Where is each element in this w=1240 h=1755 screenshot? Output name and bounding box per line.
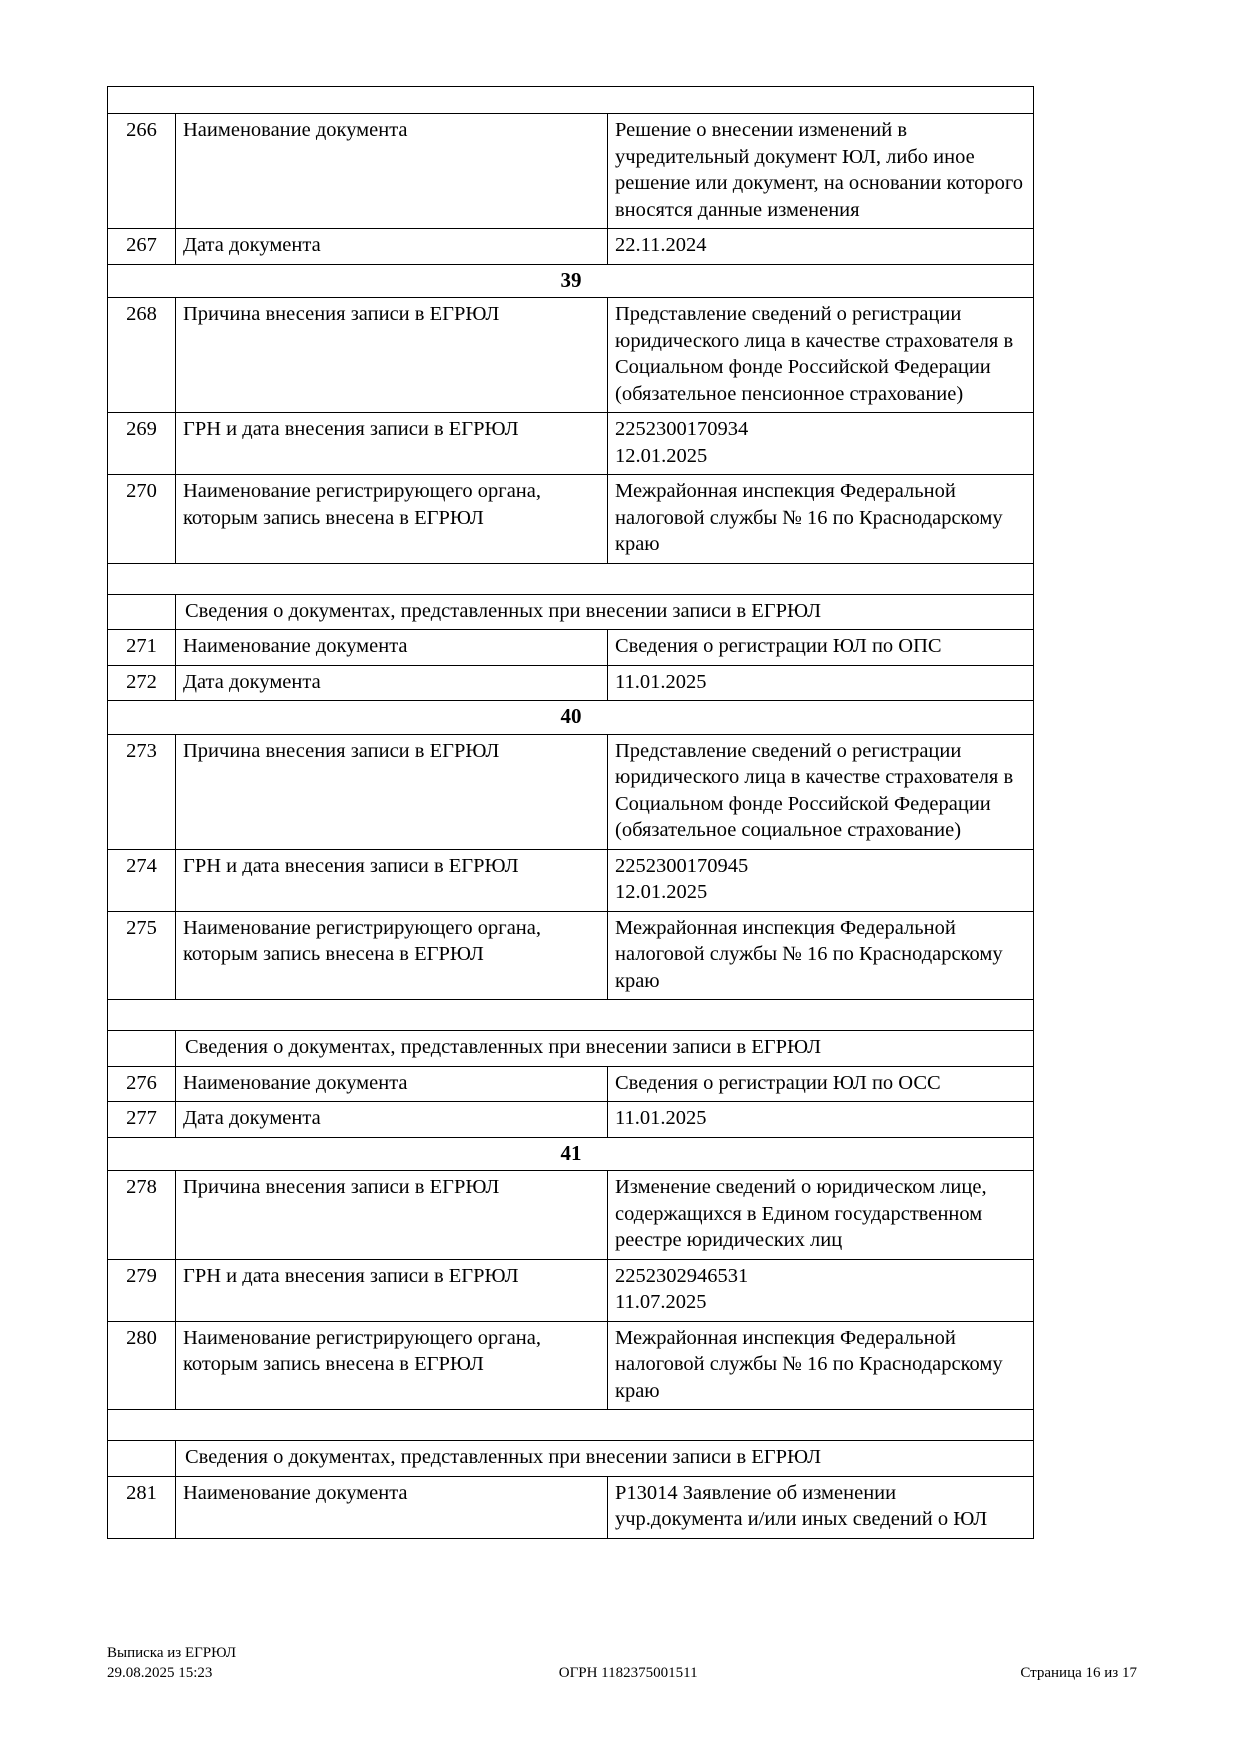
row-label: Наименование регистрирующего органа, кот… xyxy=(175,474,608,564)
row-label: Дата документа xyxy=(175,228,608,265)
row-number: 267 xyxy=(107,228,176,265)
row-number: 272 xyxy=(107,664,176,701)
table-row: 272 Дата документа 11.01.2025 xyxy=(107,664,1035,701)
table-row: 275 Наименование регистрирующего органа,… xyxy=(107,910,1035,1000)
documents-caption: Сведения о документах, представленных пр… xyxy=(174,1440,1035,1477)
row-number: 274 xyxy=(107,848,176,912)
row-label: Причина внесения записи в ЕГРЮЛ xyxy=(175,733,608,850)
table-row: 277 Дата документа 11.01.2025 xyxy=(107,1101,1035,1138)
page-footer: Выписка из ЕГРЮЛ 29.08.2025 15:23 ОГРН 1… xyxy=(107,1643,1137,1683)
row-number: 269 xyxy=(107,412,176,475)
row-label: Наименование документа xyxy=(175,1475,608,1539)
row-value: Сведения о регистрации ЮЛ по ОСС xyxy=(606,1065,1035,1102)
record-group-header: 41 xyxy=(106,1136,1035,1171)
caption-number-cell xyxy=(107,1440,176,1477)
row-label: Причина внесения записи в ЕГРЮЛ xyxy=(175,297,608,413)
footer-ogrn: ОГРН 1182375001511 xyxy=(558,1665,698,1681)
row-number: 275 xyxy=(107,910,176,1000)
documents-caption-row: Сведения о документах, представленных пр… xyxy=(107,1030,1035,1067)
table-row: 278 Причина внесения записи в ЕГРЮЛ Изме… xyxy=(107,1170,1035,1260)
row-value: Межрайонная инспекция Федеральной налого… xyxy=(606,474,1035,564)
row-label: Наименование документа xyxy=(175,1065,608,1102)
row-number: 271 xyxy=(107,629,176,666)
row-label: ГРН и дата внесения записи в ЕГРЮЛ xyxy=(175,1258,608,1322)
table-row: 273 Причина внесения записи в ЕГРЮЛ Пред… xyxy=(107,733,1035,850)
table-row: 271 Наименование документа Сведения о ре… xyxy=(107,629,1035,666)
row-label: Наименование документа xyxy=(175,629,608,666)
documents-caption-row: Сведения о документах, представленных пр… xyxy=(107,1440,1035,1477)
row-label: Наименование регистрирующего органа, кот… xyxy=(175,1320,608,1410)
row-number: 279 xyxy=(107,1258,176,1322)
footer-document-title: Выписка из ЕГРЮЛ 29.08.2025 15:23 xyxy=(107,1645,236,1681)
caption-number-cell xyxy=(107,1030,176,1067)
row-number: 280 xyxy=(107,1320,176,1410)
row-label: ГРН и дата внесения записи в ЕГРЮЛ xyxy=(175,412,608,475)
row-label: Причина внесения записи в ЕГРЮЛ xyxy=(175,1170,608,1260)
table-row: 276 Наименование документа Сведения о ре… xyxy=(107,1065,1035,1102)
row-number: 281 xyxy=(107,1475,176,1539)
row-value: 2252302946531 11.07.2025 xyxy=(606,1258,1035,1322)
table-row: 274 ГРН и дата внесения записи в ЕГРЮЛ 2… xyxy=(107,848,1035,912)
row-value: Представление сведений о регистрации юри… xyxy=(606,297,1035,413)
row-value: Межрайонная инспекция Федеральной налого… xyxy=(606,1320,1035,1410)
row-number: 278 xyxy=(107,1170,176,1260)
row-label: Наименование регистрирующего органа, кот… xyxy=(175,910,608,1000)
record-group-header: 39 xyxy=(106,263,1035,298)
row-number: 277 xyxy=(107,1101,176,1138)
table-row: 279 ГРН и дата внесения записи в ЕГРЮЛ 2… xyxy=(107,1258,1035,1322)
row-label: Дата документа xyxy=(175,664,608,701)
row-number: 276 xyxy=(107,1065,176,1102)
table-top-band xyxy=(106,86,1035,114)
row-value: 2252300170945 12.01.2025 xyxy=(606,848,1035,912)
documents-caption: Сведения о документах, представленных пр… xyxy=(174,593,1035,630)
row-number: 266 xyxy=(107,113,176,229)
record-group-number: 39 xyxy=(106,263,1035,298)
row-value: 11.01.2025 xyxy=(606,664,1035,701)
table-row: 268 Причина внесения записи в ЕГРЮЛ Пред… xyxy=(107,297,1035,413)
table-row: 270 Наименование регистрирующего органа,… xyxy=(107,474,1035,564)
row-value: 22.11.2024 xyxy=(606,228,1035,265)
table-row: 266 Наименование документа Решение о вне… xyxy=(107,113,1035,229)
spacer-cell xyxy=(106,562,1035,595)
section-spacer xyxy=(106,1409,1035,1441)
spacer-cell xyxy=(106,1409,1035,1441)
row-label: Наименование документа xyxy=(175,113,608,229)
row-number: 270 xyxy=(107,474,176,564)
record-group-number: 40 xyxy=(106,700,1035,735)
row-number: 268 xyxy=(107,297,176,413)
row-value: Межрайонная инспекция Федеральной налого… xyxy=(606,910,1035,1000)
row-value: Изменение сведений о юридическом лице, с… xyxy=(606,1170,1035,1260)
record-group-number: 41 xyxy=(106,1136,1035,1171)
section-spacer xyxy=(106,999,1035,1031)
row-value: 11.01.2025 xyxy=(606,1101,1035,1138)
record-group-header: 40 xyxy=(106,700,1035,735)
row-label: ГРН и дата внесения записи в ЕГРЮЛ xyxy=(175,848,608,912)
row-value: Решение о внесении изменений в учредител… xyxy=(606,113,1035,229)
row-value: Р13014 Заявление об изменении учр.докуме… xyxy=(606,1475,1035,1539)
section-spacer xyxy=(106,562,1035,595)
row-number: 273 xyxy=(107,733,176,850)
table-row: 280 Наименование регистрирующего органа,… xyxy=(107,1320,1035,1410)
table-row: 281 Наименование документа Р13014 Заявле… xyxy=(107,1475,1035,1539)
table-row: 267 Дата документа 22.11.2024 xyxy=(107,228,1035,265)
caption-number-cell xyxy=(107,593,176,630)
egrul-records-table: 266 Наименование документа Решение о вне… xyxy=(106,86,1035,1539)
row-value: Представление сведений о регистрации юри… xyxy=(606,733,1035,850)
row-value: Сведения о регистрации ЮЛ по ОПС xyxy=(606,629,1035,666)
top-band-cell xyxy=(106,86,1035,114)
documents-caption: Сведения о документах, представленных пр… xyxy=(174,1030,1035,1067)
footer-page-number: Страница 16 из 17 xyxy=(1020,1665,1137,1681)
documents-caption-row: Сведения о документах, представленных пр… xyxy=(107,593,1035,630)
row-value: 2252300170934 12.01.2025 xyxy=(606,412,1035,475)
table-row: 269 ГРН и дата внесения записи в ЕГРЮЛ 2… xyxy=(107,412,1035,475)
row-label: Дата документа xyxy=(175,1101,608,1138)
spacer-cell xyxy=(106,999,1035,1031)
